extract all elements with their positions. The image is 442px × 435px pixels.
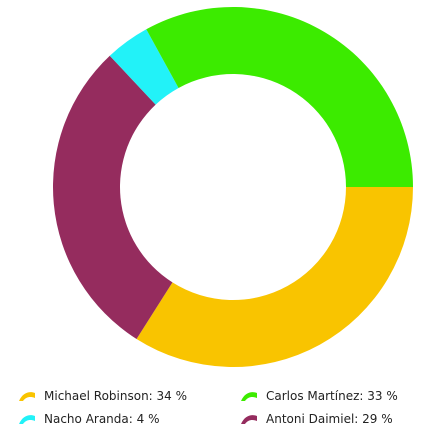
legend-item-antoni-daimiel: Antoni Daimiel: 29 % [240, 412, 393, 426]
slice-michael-robinson [136, 187, 413, 368]
legend-swatch-carlos-martinez [240, 390, 258, 402]
legend-label-michael-robinson: Michael Robinson: 34 % [44, 389, 188, 403]
legend-item-carlos-martinez: Carlos Martínez: 33 % [240, 389, 398, 403]
slice-antoni-daimiel [53, 55, 173, 339]
legend-swatch-antoni-daimiel [240, 413, 258, 425]
legend-label-nacho-aranda: Nacho Aranda: 4 % [44, 412, 160, 426]
legend-item-michael-robinson: Michael Robinson: 34 % [18, 389, 187, 403]
slice-carlos-mart-nez [146, 6, 413, 187]
legend-label-antoni-daimiel: Antoni Daimiel: 29 % [266, 412, 393, 426]
legend-swatch-nacho-aranda [18, 413, 36, 425]
legend-swatch-michael-robinson [18, 390, 36, 402]
legend-item-nacho-aranda: Nacho Aranda: 4 % [18, 412, 159, 426]
donut-slices [53, 6, 413, 368]
legend-label-carlos-martinez: Carlos Martínez: 33 % [266, 389, 398, 403]
slice-nacho-aranda [109, 29, 179, 105]
